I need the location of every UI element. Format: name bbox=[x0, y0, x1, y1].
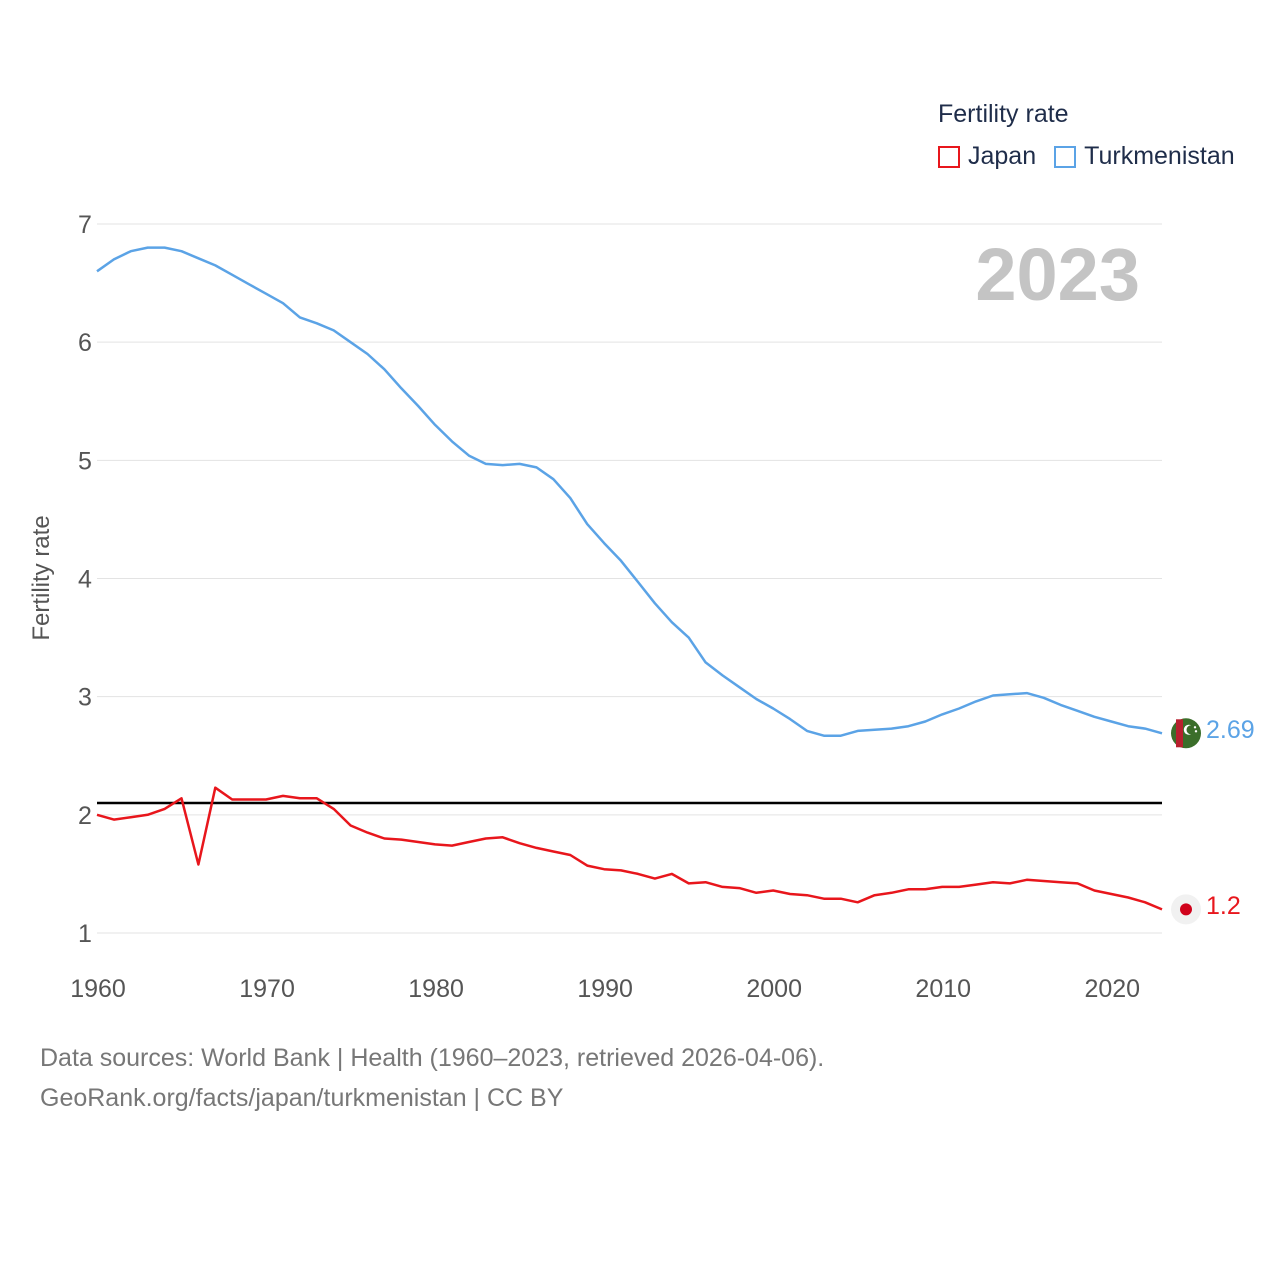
x-tick-label-1980: 1980 bbox=[408, 975, 464, 1003]
y-tick-label-2: 2 bbox=[78, 802, 92, 830]
legend-item-turkmenistan[interactable]: Turkmenistan bbox=[1054, 142, 1235, 171]
legend-label-turkmenistan: Turkmenistan bbox=[1084, 142, 1235, 170]
y-axis-ticks: 1 2 3 4 5 6 7 bbox=[78, 211, 92, 948]
series-line-turkmenistan bbox=[96, 246, 1163, 737]
y-tick-label-7: 7 bbox=[78, 211, 92, 239]
x-axis-ticks: 1960 1970 1980 1990 2000 2010 2020 bbox=[70, 975, 1140, 1003]
flag-turkmenistan-icon bbox=[1171, 718, 1201, 749]
legend: Japan Turkmenistan bbox=[938, 142, 1253, 171]
y-tick-label-3: 3 bbox=[78, 684, 92, 712]
y-tick-label-5: 5 bbox=[78, 447, 92, 475]
x-tick-label-2020: 2020 bbox=[1084, 975, 1140, 1003]
y-tick-label-4: 4 bbox=[78, 566, 92, 594]
x-tick-label-1960: 1960 bbox=[70, 975, 126, 1003]
series-line-japan bbox=[96, 786, 1163, 911]
legend-swatch-japan bbox=[938, 145, 960, 168]
series-lines bbox=[96, 246, 1163, 911]
end-label-turkmenistan: 2.69 bbox=[1206, 716, 1255, 744]
y-tick-label-1: 1 bbox=[78, 920, 92, 948]
end-label-japan: 1.2 bbox=[1206, 892, 1241, 920]
y-axis-label: Fertility rate bbox=[28, 515, 55, 641]
legend-label-japan: Japan bbox=[968, 142, 1037, 170]
y-tick-label-6: 6 bbox=[78, 329, 92, 357]
x-tick-label-2000: 2000 bbox=[746, 975, 802, 1003]
source-line-2: GeoRank.org/facts/japan/turkmenistan | C… bbox=[40, 1084, 564, 1112]
year-label: 2023 bbox=[975, 233, 1140, 316]
x-tick-label-1970: 1970 bbox=[239, 975, 295, 1003]
source-line-1: Data sources: World Bank | Health (1960–… bbox=[40, 1044, 825, 1072]
x-tick-label-1990: 1990 bbox=[577, 975, 633, 1003]
gridlines bbox=[97, 223, 1162, 934]
x-tick-label-2010: 2010 bbox=[915, 975, 971, 1003]
flag-japan-icon bbox=[1171, 894, 1201, 925]
legend-swatch-turkmenistan bbox=[1054, 145, 1077, 168]
legend-title: Fertility rate bbox=[938, 100, 1069, 128]
legend-item-japan[interactable]: Japan bbox=[938, 142, 1036, 171]
end-markers bbox=[1171, 718, 1201, 925]
